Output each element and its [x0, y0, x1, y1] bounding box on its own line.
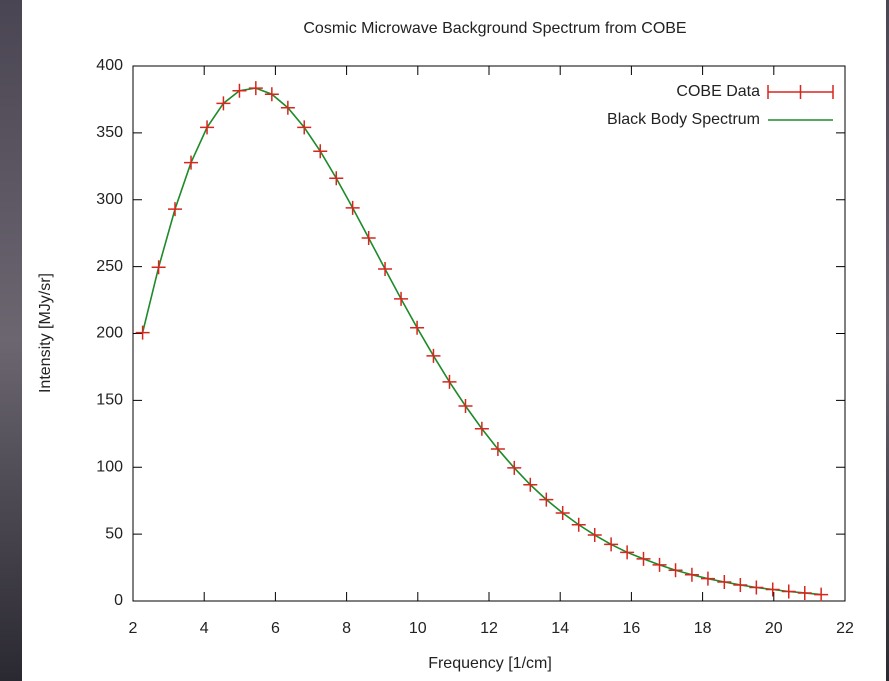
data-point — [313, 144, 328, 159]
x-tick-label: 16 — [623, 620, 641, 637]
data-point — [378, 262, 393, 277]
data-point — [264, 87, 279, 102]
data-point — [200, 120, 215, 135]
y-tick-label: 50 — [105, 525, 123, 542]
legend-swatch — [767, 85, 834, 99]
data-point — [184, 155, 199, 170]
data-point — [168, 202, 183, 217]
y-tick-label: 350 — [96, 124, 123, 141]
x-tick-label: 14 — [551, 620, 569, 637]
x-tick-label: 12 — [480, 620, 498, 637]
chart-title: Cosmic Microwave Background Spectrum fro… — [303, 20, 686, 37]
data-point — [749, 580, 764, 595]
data-point — [781, 584, 796, 599]
x-tick-label: 8 — [342, 620, 351, 637]
x-axis-label: Frequency [1/cm] — [428, 655, 552, 672]
data-point — [571, 517, 586, 532]
data-point — [135, 325, 150, 340]
data-point — [587, 528, 602, 543]
data-point — [474, 421, 489, 436]
data-point — [717, 575, 732, 590]
plot-frame — [132, 65, 846, 602]
data-point — [507, 460, 522, 475]
data-point — [684, 567, 699, 582]
data-point — [700, 571, 715, 586]
data-point — [523, 477, 538, 492]
y-tick-label: 0 — [114, 592, 123, 609]
data-point — [765, 582, 780, 597]
data-point — [426, 348, 441, 363]
data-point — [668, 563, 683, 578]
data-point — [636, 551, 651, 566]
y-axis-label: Intensity [MJy/sr] — [37, 273, 54, 393]
x-tick-label: 2 — [129, 620, 138, 637]
data-point — [248, 81, 263, 96]
y-tick-label: 300 — [96, 191, 123, 208]
data-point — [345, 200, 360, 215]
data-point — [458, 398, 473, 413]
y-tick-label: 200 — [96, 325, 123, 342]
data-point — [555, 505, 570, 520]
legend-label: COBE Data — [676, 83, 760, 100]
x-tick-label: 22 — [836, 620, 854, 637]
x-tick-label: 4 — [200, 620, 209, 637]
y-tick-label: 150 — [96, 392, 123, 409]
data-point — [216, 96, 231, 111]
data-point — [814, 587, 829, 602]
data-point — [394, 291, 409, 306]
y-tick-label: 400 — [96, 57, 123, 74]
data-point — [490, 442, 505, 457]
y-tick-label: 250 — [96, 258, 123, 275]
data-point — [280, 100, 295, 115]
data-point — [797, 585, 812, 600]
chart-panel — [22, 0, 886, 681]
data-point — [620, 545, 635, 560]
data-point — [297, 120, 312, 135]
data-point — [733, 577, 748, 592]
y-tick-label: 100 — [96, 458, 123, 475]
data-point — [361, 231, 376, 246]
x-tick-label: 20 — [765, 620, 783, 637]
data-point — [604, 537, 619, 552]
data-point — [442, 374, 457, 389]
x-tick-label: 10 — [409, 620, 427, 637]
x-tick-label: 18 — [694, 620, 712, 637]
data-point — [232, 83, 247, 98]
data-point — [652, 557, 667, 572]
legend-label: Black Body Spectrum — [607, 111, 760, 128]
data-point — [151, 260, 166, 275]
data-point — [539, 492, 554, 507]
x-tick-label: 6 — [271, 620, 280, 637]
data-point — [329, 171, 344, 186]
data-point — [410, 320, 425, 335]
